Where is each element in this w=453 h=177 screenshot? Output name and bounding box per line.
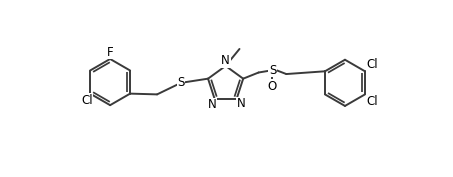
Text: N: N [208, 98, 217, 111]
Text: F: F [107, 45, 113, 59]
Text: N: N [237, 98, 246, 110]
Text: S: S [269, 64, 276, 77]
Text: Cl: Cl [367, 58, 379, 71]
Text: N: N [221, 54, 230, 67]
Text: Cl: Cl [367, 95, 379, 108]
Text: O: O [268, 80, 277, 93]
Text: S: S [177, 76, 185, 89]
Text: Cl: Cl [81, 94, 93, 107]
